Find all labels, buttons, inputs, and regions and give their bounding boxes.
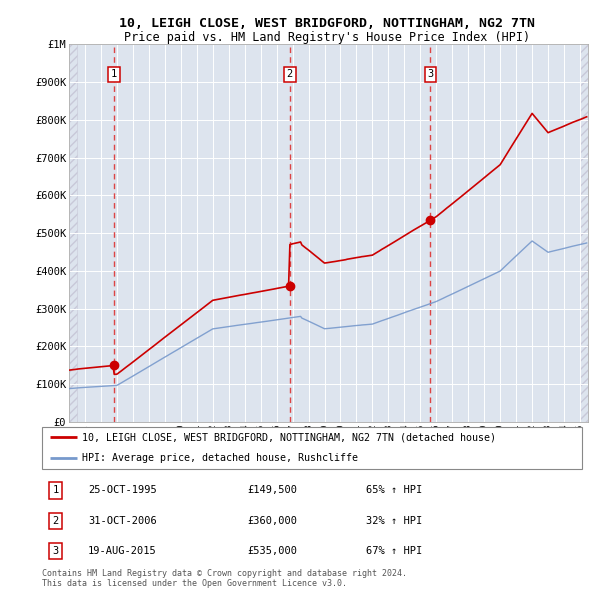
Text: 1: 1: [52, 486, 59, 496]
Text: HPI: Average price, detached house, Rushcliffe: HPI: Average price, detached house, Rush…: [83, 454, 359, 463]
Text: 2: 2: [52, 516, 59, 526]
Text: £149,500: £149,500: [247, 486, 297, 496]
Text: 3: 3: [427, 70, 434, 80]
Text: £535,000: £535,000: [247, 546, 297, 556]
Text: 67% ↑ HPI: 67% ↑ HPI: [366, 546, 422, 556]
Text: 32% ↑ HPI: 32% ↑ HPI: [366, 516, 422, 526]
Text: 2: 2: [287, 70, 293, 80]
Text: 31-OCT-2006: 31-OCT-2006: [88, 516, 157, 526]
Text: 3: 3: [52, 546, 59, 556]
Text: 65% ↑ HPI: 65% ↑ HPI: [366, 486, 422, 496]
Text: 19-AUG-2015: 19-AUG-2015: [88, 546, 157, 556]
Text: 10, LEIGH CLOSE, WEST BRIDGFORD, NOTTINGHAM, NG2 7TN: 10, LEIGH CLOSE, WEST BRIDGFORD, NOTTING…: [119, 17, 535, 30]
Text: 10, LEIGH CLOSE, WEST BRIDGFORD, NOTTINGHAM, NG2 7TN (detached house): 10, LEIGH CLOSE, WEST BRIDGFORD, NOTTING…: [83, 432, 497, 442]
Text: Contains HM Land Registry data © Crown copyright and database right 2024.
This d: Contains HM Land Registry data © Crown c…: [42, 569, 407, 588]
Text: 1: 1: [111, 70, 117, 80]
Text: Price paid vs. HM Land Registry's House Price Index (HPI): Price paid vs. HM Land Registry's House …: [124, 31, 530, 44]
Text: 25-OCT-1995: 25-OCT-1995: [88, 486, 157, 496]
FancyBboxPatch shape: [42, 427, 582, 469]
Text: £360,000: £360,000: [247, 516, 297, 526]
